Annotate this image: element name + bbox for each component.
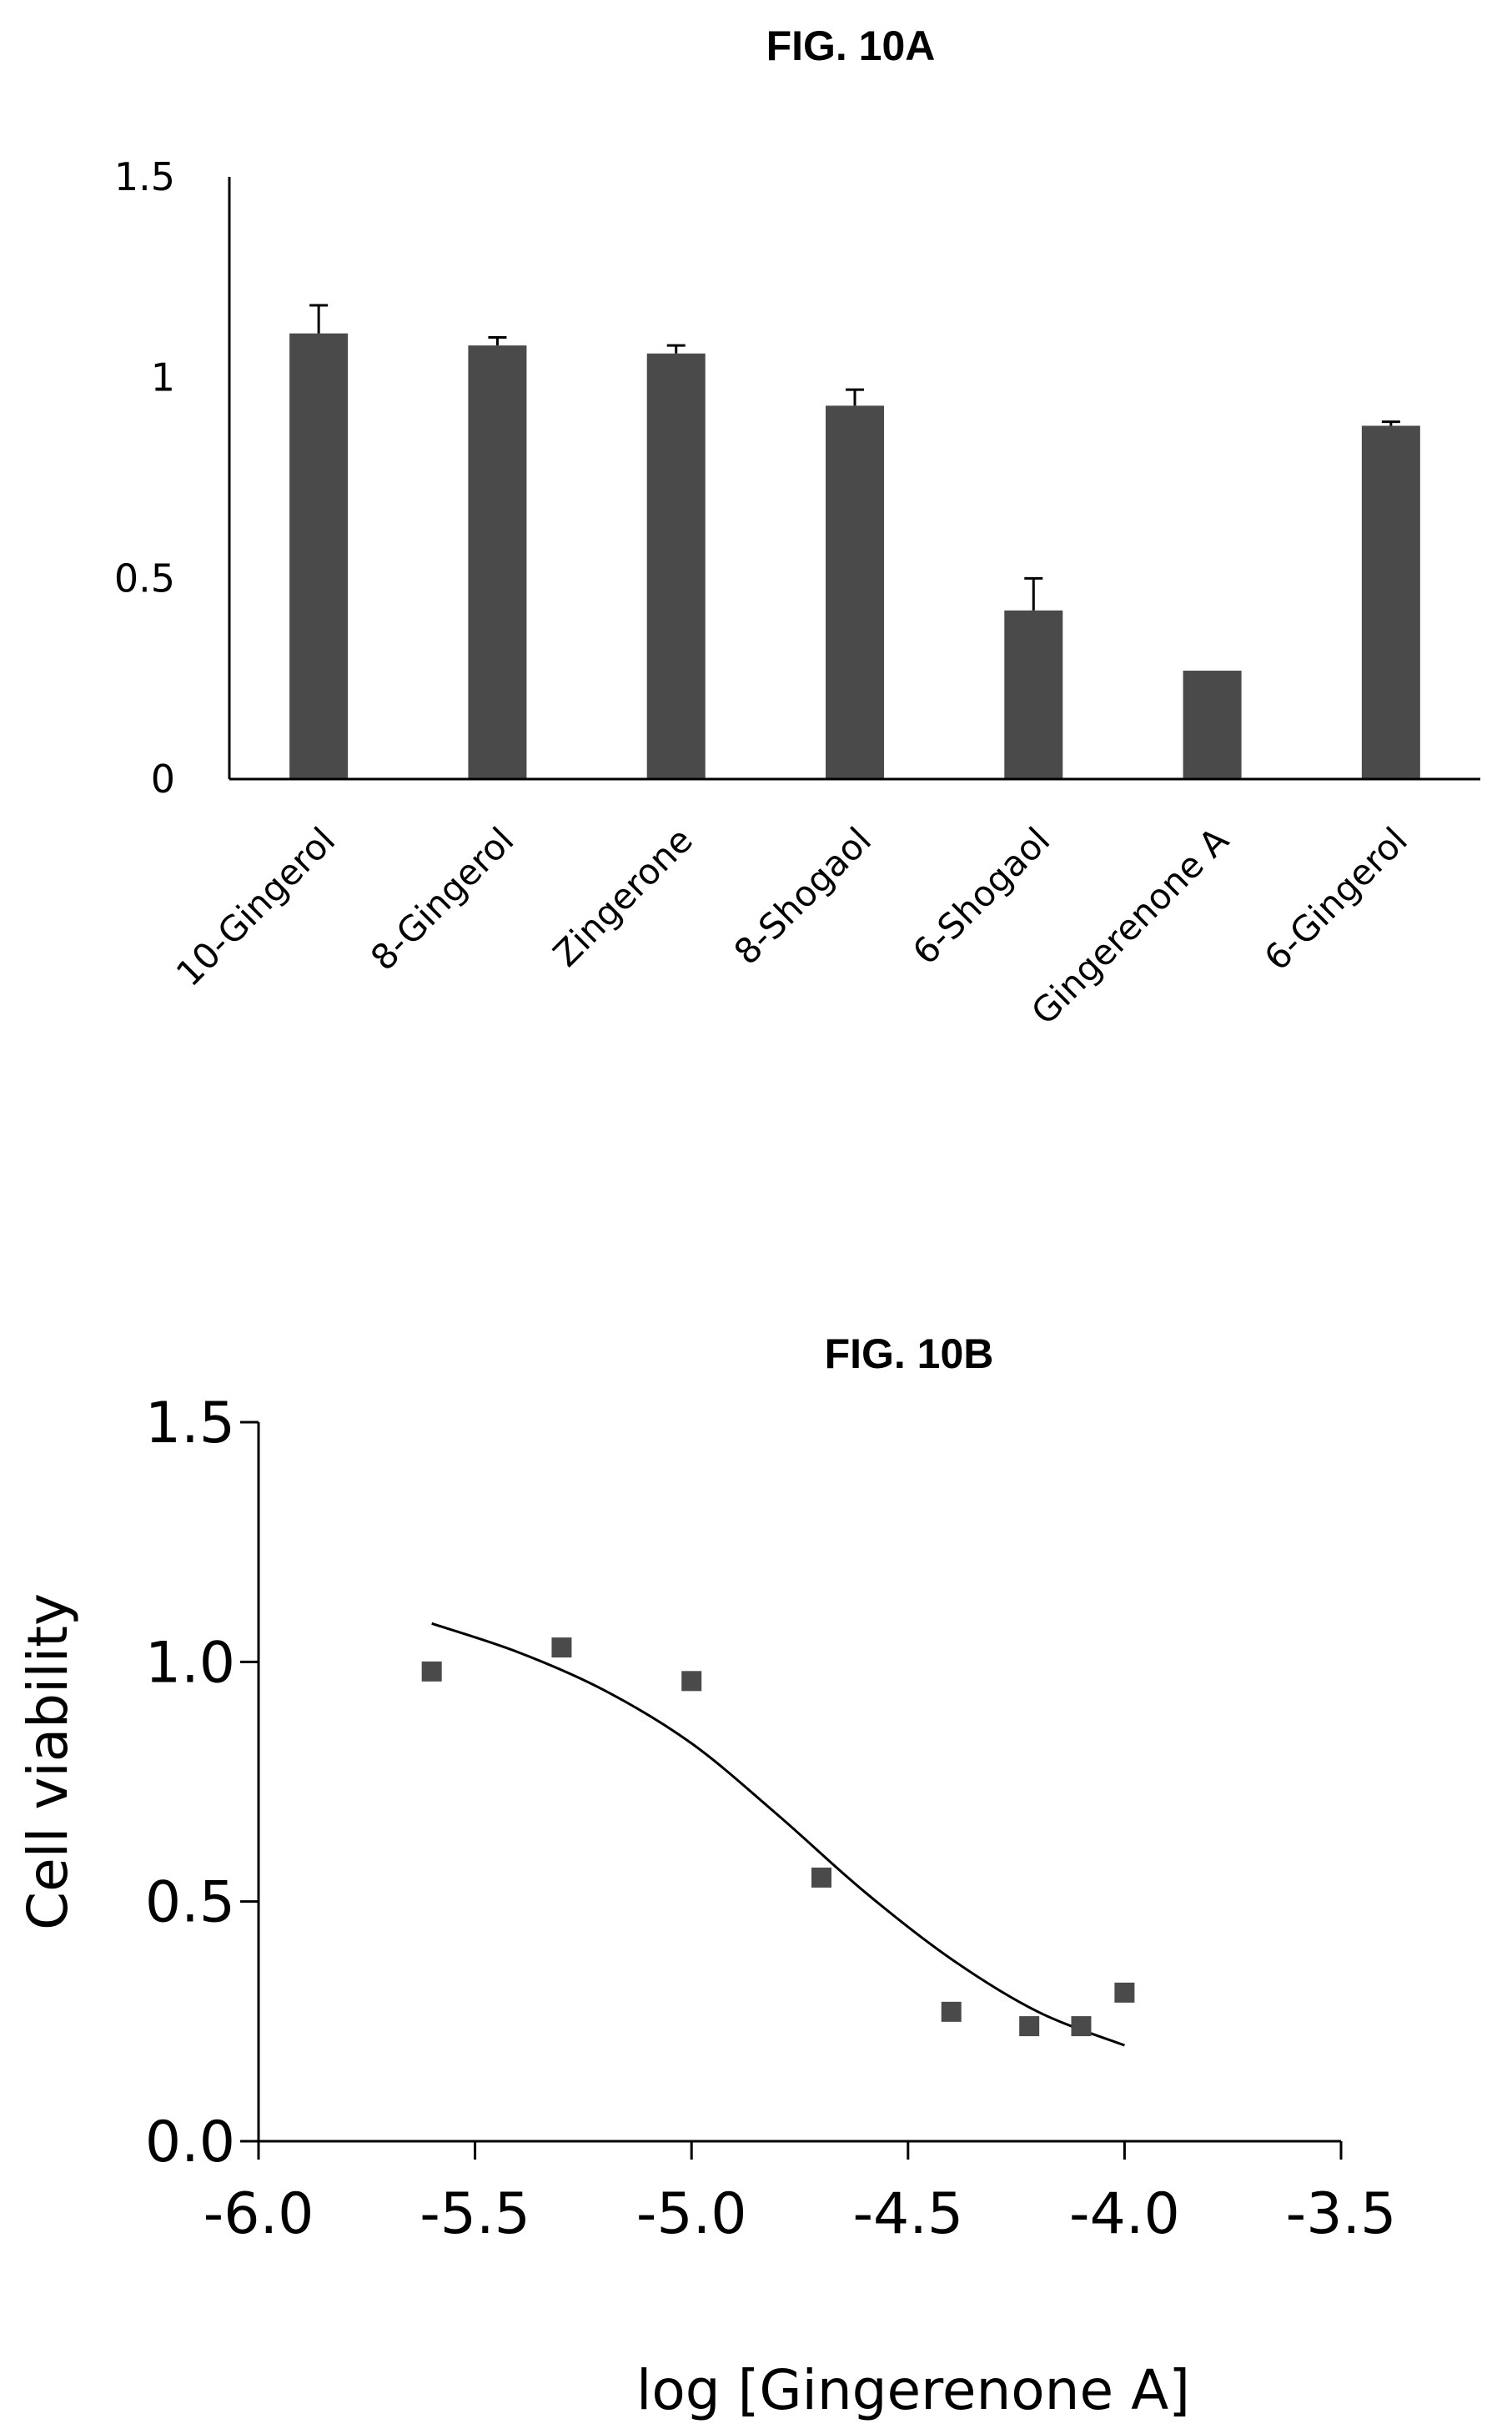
chart-a-category-label: 8-Gingerol [363,819,522,978]
chart-a-title: FIG. 10A [766,23,936,69]
chart-b-data-point [681,1671,702,1692]
chart-a-y-tick-label: 0.5 [114,556,175,601]
chart-a-x-labels: 10-Gingerol 8-Gingerol Zingerone 8-Shogaol 6… [168,819,1415,1033]
chart-a-bar [1004,610,1063,779]
chart-a-bars [289,304,1420,780]
bar-chart: FIG. 10A 0 0.5 1 1.5 10-Gingerol 8-Gingerol Z… [114,23,1480,1033]
chart-a-y-tick-label: 0 [151,757,175,802]
chart-b-data-point [421,1661,442,1682]
chart-a-category-label: Gingerenone A [1023,819,1237,1033]
chart-a-bar [646,353,706,779]
chart-b-data-point [551,1637,572,1658]
chart-b-fit-curve [431,1622,1125,2047]
chart-b-y-axis-title: Cell viability [16,1593,80,1930]
chart-b-y-tick-label: 0.5 [145,1870,235,1936]
chart-b-x-tick-label: -5.0 [636,2181,747,2247]
chart-a-category-label: Zingerone [545,819,701,974]
chart-b-axes: 0.0 0.5 1.0 1.5 -6.0 -5.5 -5.0 -4.5 -4.0 -3.5 [145,1390,1397,2247]
chart-a-category-label: 8-Shogaol [726,819,879,973]
chart-b-data-point [1019,2016,1040,2037]
chart-b-points [421,1637,1135,2037]
chart-a-category-label: 10-Gingerol [168,819,343,993]
chart-b-x-tick-label: -6.0 [203,2181,314,2247]
chart-b-x-tick-label: -4.5 [852,2181,963,2247]
chart-b-y-tick-label: 0.0 [145,2110,235,2175]
chart-a-y-tick-label: 1 [151,355,175,400]
scatter-chart: FIG. 10B Cell viability log [Gingerenone… [16,1330,1396,2422]
chart-a-y-tick-label: 1.5 [114,154,175,199]
chart-a-category-label: 6-Gingerol [1256,819,1415,978]
chart-b-x-tick-label: -3.5 [1286,2181,1397,2247]
chart-b-data-point [941,2001,962,2022]
chart-a-bar [826,405,884,779]
chart-b-y-tick-label: 1.5 [145,1390,235,1456]
chart-a-y-ticks: 0 0.5 1 1.5 [114,154,175,802]
chart-a-bar [1183,671,1242,779]
chart-b-data-point [811,1867,831,1888]
chart-a-category-label: 6-Shogaol [905,819,1058,973]
chart-b-title: FIG. 10B [825,1330,994,1377]
chart-b-data-point [1071,2016,1092,2037]
chart-a-bar [289,333,349,780]
chart-a-bar [468,345,527,779]
chart-b-x-tick-label: -4.0 [1069,2181,1180,2247]
chart-b-x-tick-label: -5.5 [419,2181,530,2247]
chart-b-x-axis-title: log [Gingerenone A] [636,2358,1190,2422]
chart-b-y-tick-label: 1.0 [145,1630,235,1696]
chart-a-bar [1361,425,1420,779]
chart-b-data-point [1114,1982,1135,2003]
